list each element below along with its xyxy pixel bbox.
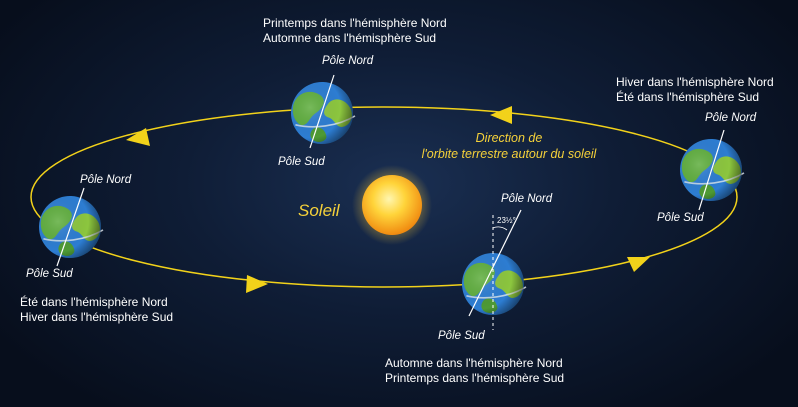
- season-left-line2: Hiver dans l'hémisphère Sud: [20, 310, 174, 324]
- orbit-arrow-left: [126, 128, 150, 146]
- season-right-line2: Été dans l'hémisphère Sud: [616, 90, 760, 104]
- season-left-line1: Été dans l'hémisphère Nord: [20, 295, 168, 309]
- sun: [352, 165, 432, 245]
- axis-lines: [56, 74, 725, 317]
- south-pole-label-left: Pôle Sud: [26, 268, 73, 280]
- north-pole-label-left: Pôle Nord: [80, 174, 132, 186]
- sun-label: Soleil: [298, 201, 340, 220]
- orbit-arrow-right: [627, 257, 650, 272]
- orbit-path: [30, 106, 738, 288]
- orbit-direction-label: Direction de l'orbite terrestre autour d…: [394, 130, 624, 162]
- orbit-arrow-bottom: [246, 275, 268, 293]
- north-pole-label-bottom: Pôle Nord: [501, 193, 553, 205]
- south-pole-label-top: Pôle Sud: [278, 156, 325, 168]
- tilt-angle-label: 23½°: [497, 216, 516, 225]
- season-top-line1: Printemps dans l'hémisphère Nord: [263, 16, 447, 30]
- orbit-label-line1: Direction de: [475, 131, 543, 145]
- season-bottom-line2: Printemps dans l'hémisphère Sud: [385, 371, 565, 385]
- season-label-left: Été dans l'hémisphère Nord Hiver dans l'…: [20, 295, 173, 325]
- season-label-bottom: Automne dans l'hémisphère Nord Printemps…: [385, 356, 564, 386]
- season-right-line1: Hiver dans l'hémisphère Nord: [616, 75, 774, 89]
- season-label-top: Printemps dans l'hémisphère Nord Automne…: [263, 16, 447, 46]
- orbit-arrow-top: [490, 106, 512, 124]
- tilt-reference: [492, 215, 508, 330]
- south-pole-label-right: Pôle Sud: [657, 212, 704, 224]
- orbit-label-line2: l'orbite terrestre autour du soleil: [421, 147, 597, 161]
- south-pole-label-bottom: Pôle Sud: [438, 330, 485, 342]
- season-top-line2: Automne dans l'hémisphère Sud: [263, 31, 437, 45]
- north-pole-label-right: Pôle Nord: [705, 112, 757, 124]
- season-label-right: Hiver dans l'hémisphère Nord Été dans l'…: [616, 75, 774, 105]
- season-bottom-line1: Automne dans l'hémisphère Nord: [385, 356, 563, 370]
- north-pole-label-top: Pôle Nord: [322, 55, 374, 67]
